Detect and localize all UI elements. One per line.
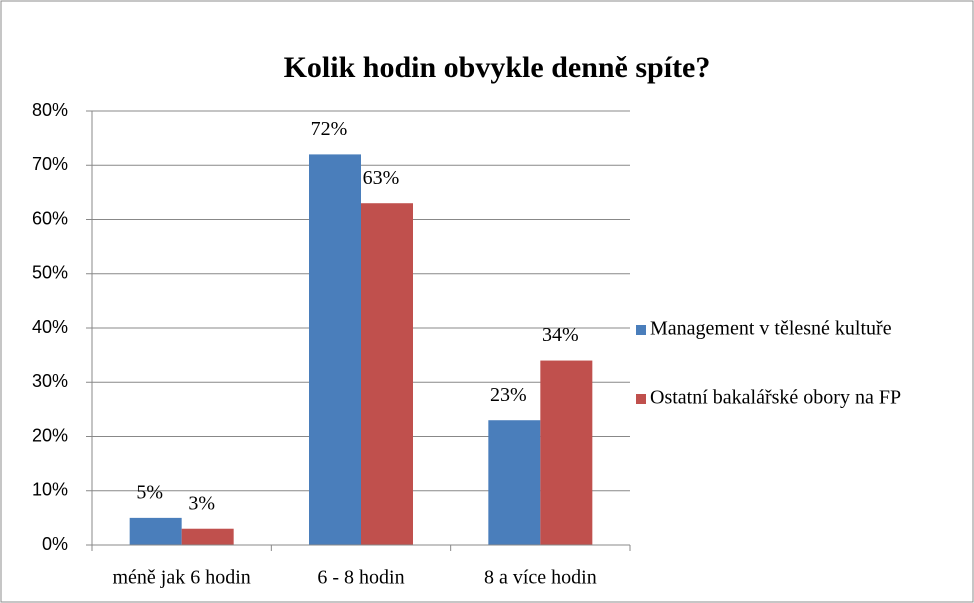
data-label: 63% <box>363 167 400 189</box>
y-tick-label: 60% <box>32 208 68 228</box>
bar <box>540 360 593 545</box>
data-label: 5% <box>136 481 163 503</box>
y-tick-label: 50% <box>32 263 68 283</box>
chart-title: Kolik hodin obvykle denně spíte? <box>284 51 711 84</box>
legend-swatch <box>636 394 646 404</box>
data-label: 23% <box>490 384 527 406</box>
y-tick-label: 80% <box>32 100 68 120</box>
data-label: 34% <box>542 324 579 346</box>
y-tick-label: 0% <box>42 534 68 554</box>
y-tick-label: 10% <box>32 480 68 500</box>
bar <box>309 154 361 545</box>
y-tick-label: 20% <box>32 425 68 445</box>
x-tick-label: 8 a více hodin <box>484 567 597 589</box>
bar <box>488 420 541 545</box>
bar <box>181 528 234 545</box>
y-tick-label: 70% <box>32 154 68 174</box>
data-label: 3% <box>188 492 215 514</box>
data-label: 72% <box>311 118 348 140</box>
y-tick-label: 30% <box>32 371 68 391</box>
legend-label: Management v tělesné kultuře <box>650 318 892 340</box>
legend-swatch <box>636 325 646 335</box>
legend-label: Ostatní bakalářské obory na FP <box>650 387 901 409</box>
x-tick-label: 6 - 8 hodin <box>317 567 404 589</box>
y-tick-label: 40% <box>32 317 68 337</box>
bar <box>361 203 413 545</box>
bar <box>129 517 182 545</box>
x-tick-label: méně jak 6 hodin <box>113 567 251 589</box>
